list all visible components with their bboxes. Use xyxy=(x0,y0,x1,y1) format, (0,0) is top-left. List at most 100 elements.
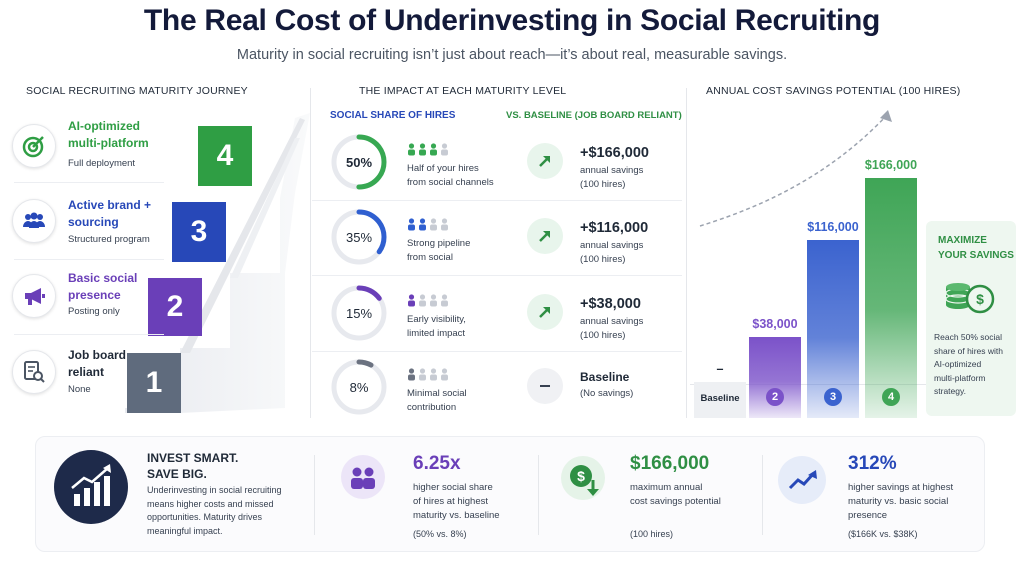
share-pct: 50% xyxy=(345,154,373,170)
dollar-down-icon: $ xyxy=(561,456,605,500)
person-icon xyxy=(441,368,448,381)
level-1-title-l2: reliant xyxy=(68,365,105,379)
intro-text-line: meaningful impact. xyxy=(147,525,223,536)
savings-chart-heading: ANNUAL COST SAVINGS POTENTIAL (100 HIRES… xyxy=(706,85,961,97)
stat-description: higher social share of hires at highest ma… xyxy=(413,481,500,523)
intro-title-l2: SAVE BIG. xyxy=(147,467,207,481)
stat-note: (100 hires) xyxy=(630,529,674,539)
person-icon xyxy=(441,143,448,156)
person-icon xyxy=(441,218,448,231)
desc-line-1: Early visibility, xyxy=(407,314,466,325)
person-icon xyxy=(430,368,437,381)
stat-line: presence xyxy=(848,510,888,521)
stat-line: higher social share xyxy=(413,482,493,493)
savings-value: +$116,000 xyxy=(580,220,649,236)
desc-line-1: Half of your hires xyxy=(407,163,479,174)
savings-sub-2: (100 hires) xyxy=(580,330,626,341)
share-ring-4: 50% xyxy=(330,133,388,191)
person-icon xyxy=(419,368,426,381)
level-1-sub: None xyxy=(68,384,91,395)
stat-line: of hires at highest xyxy=(413,496,488,507)
page-subtitle: Maturity in social recruiting isn’t just… xyxy=(236,47,788,63)
intro-text-line: means higher costs and missed xyxy=(147,498,274,509)
savings-sub: annual savings (100 hires) xyxy=(580,239,643,267)
level-2-title-l1: Basic social xyxy=(68,271,138,285)
stat-line: maximum annual xyxy=(630,482,703,493)
callout-text-line: strategy. xyxy=(934,386,966,396)
level-3-title-l1: Active brand + xyxy=(68,198,152,212)
savings-value: +$166,000 xyxy=(580,145,649,161)
person-icon xyxy=(419,218,426,231)
person-icon xyxy=(430,294,437,307)
desc-line-2: limited impact xyxy=(407,328,466,339)
stat-note: ($166K vs. $38K) xyxy=(848,529,918,539)
share-pct: 35% xyxy=(345,229,373,245)
person-icon xyxy=(419,143,426,156)
person-icon xyxy=(408,294,415,307)
level-4-title-l2: multi-platform xyxy=(68,136,149,150)
savings-sub: (No savings) xyxy=(580,387,633,401)
person-icon xyxy=(419,294,426,307)
people-pair-icon xyxy=(341,455,385,499)
person-icon xyxy=(430,143,437,156)
callout-title-l1: MAXIMIZE xyxy=(938,235,987,246)
stat-line: cost savings potential xyxy=(630,496,721,507)
step-1-block: 1 xyxy=(127,353,181,413)
share-ring-2: 15% xyxy=(330,284,388,342)
up-arrow-icon xyxy=(527,143,563,179)
growth-chart-icon xyxy=(54,450,128,524)
up-arrow-icon xyxy=(527,294,563,330)
vs-baseline-heading: VS. BASELINE (JOB BOARD RELIANT) xyxy=(506,110,682,121)
person-icon xyxy=(441,294,448,307)
level-2-title-l2: presence xyxy=(68,288,121,302)
level-3-sub: Structured program xyxy=(68,234,150,245)
savings-sub-1: annual savings xyxy=(580,165,644,176)
people-icons xyxy=(407,294,449,307)
level-4-title-l1: AI-optimized xyxy=(68,119,140,133)
callout-text-line: Reach 50% social xyxy=(934,332,1003,342)
stat-line: higher savings at highest xyxy=(848,482,954,493)
savings-sub: annual savings (100 hires) xyxy=(580,164,643,192)
share-pct: 8% xyxy=(349,379,369,395)
callout-text-line: share of hires with xyxy=(934,345,1003,356)
stat-description: maximum annual cost savings potential xyxy=(630,481,721,509)
level-1-title-l1: Job board xyxy=(68,348,127,362)
desc-line-1: Minimal social xyxy=(407,388,467,399)
bar-badge-2: 2 xyxy=(766,388,784,406)
share-ring-3: 35% xyxy=(330,208,388,266)
trend-up-icon xyxy=(778,456,826,504)
bar-baseline xyxy=(694,382,746,418)
trend-arrow xyxy=(699,110,892,227)
people-icons xyxy=(407,368,449,381)
level-4-item: AI-optimized multi-platform Full deployme… xyxy=(12,118,162,178)
bar-badge-3: 3 xyxy=(824,388,842,406)
people-group-icon xyxy=(12,199,56,243)
dash-icon xyxy=(527,368,563,404)
baseline-label: Baseline xyxy=(700,393,740,404)
level-3-title-l2: sourcing xyxy=(68,215,119,229)
savings-sub-2: (100 hires) xyxy=(580,179,626,190)
up-arrow-icon xyxy=(527,218,563,254)
savings-sub-1: annual savings xyxy=(580,240,644,251)
desc-line-2: from social channels xyxy=(407,177,494,188)
intro-text-line: opportunities. Maturity drives xyxy=(147,512,263,522)
bottom-summary-panel: INVEST SMART. SAVE BIG. Underinvesting in… xyxy=(35,436,985,552)
stat-value: 6.25x xyxy=(413,453,461,474)
person-icon xyxy=(430,218,437,231)
svg-text:$: $ xyxy=(577,468,585,484)
coins-dollar-icon: $ xyxy=(945,283,995,314)
intro-title-l1: INVEST SMART. xyxy=(147,451,239,465)
target-icon xyxy=(12,124,56,168)
step-3-block: 3 xyxy=(172,202,226,262)
bar-badge-4: 4 xyxy=(882,388,900,406)
impact-description: Early visibility, limited impact xyxy=(407,313,517,341)
impact-description: Half of your hires from social channels xyxy=(407,162,517,190)
maturity-journey-heading: SOCIAL RECRUITING MATURITY JOURNEY xyxy=(26,85,248,97)
callout-title-l2: YOUR SAVINGS xyxy=(938,250,1014,261)
stat-line: maturity vs. basic social xyxy=(848,496,949,507)
impact-heading: THE IMPACT AT EACH MATURITY LEVEL xyxy=(359,85,567,97)
savings-sub-1: annual savings xyxy=(580,316,644,327)
bar-value-label: $38,000 xyxy=(752,317,798,331)
person-icon xyxy=(408,143,415,156)
maximize-callout: MAXIMIZE YOUR SAVINGS $ Reach 50% social s… xyxy=(926,221,1016,416)
